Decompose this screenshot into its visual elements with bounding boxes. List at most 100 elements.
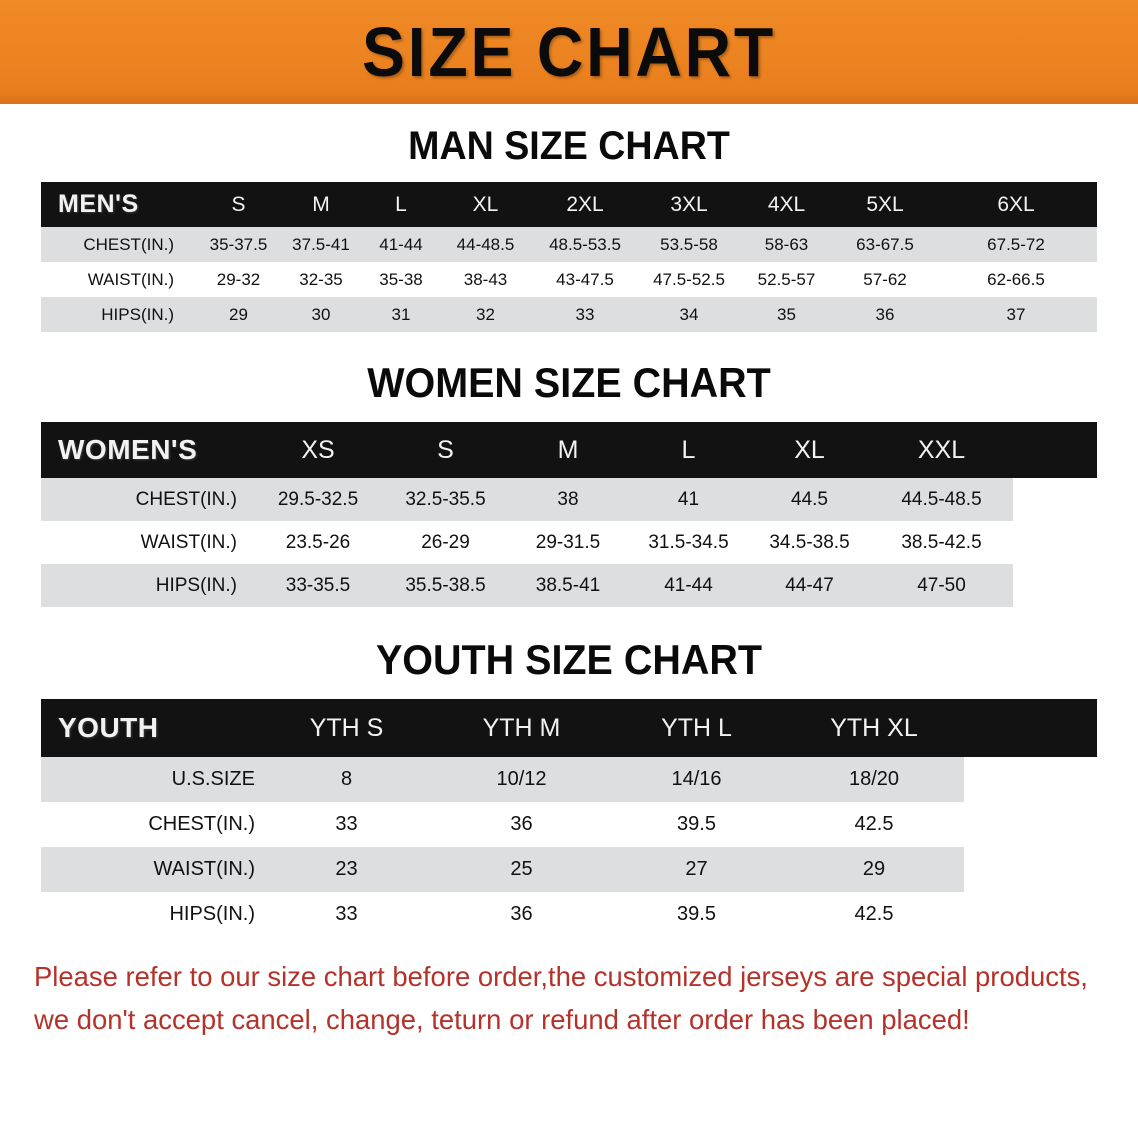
table-cell: 25 <box>434 847 609 892</box>
women-size-col-xl: XL <box>749 422 870 478</box>
youth-size-col-xl: YTH XL <box>784 699 964 757</box>
table-cell: 29 <box>196 297 281 332</box>
table-row: U.S.SIZE 8 10/12 14/16 18/20 <box>41 757 1097 802</box>
table-row: WAIST(IN.) 29-32 32-35 35-38 38-43 43-47… <box>41 262 1097 297</box>
table-cell: 53.5-58 <box>640 227 738 262</box>
table-cell: 38 <box>508 478 628 521</box>
table-cell: 14/16 <box>609 757 784 802</box>
table-row: CHEST(IN.) 33 36 39.5 42.5 <box>41 802 1097 847</box>
page-title: SIZE CHART <box>362 13 776 91</box>
man-row-label-chest: CHEST(IN.) <box>41 227 196 262</box>
table-cell: 32.5-35.5 <box>383 478 508 521</box>
table-cell-spacer <box>1013 478 1097 521</box>
table-cell: 35.5-38.5 <box>383 564 508 607</box>
disclaimer-line-2: we don't accept cancel, change, teturn o… <box>34 1004 970 1036</box>
man-size-col-m: M <box>281 182 361 227</box>
man-size-col-3xl: 3XL <box>640 182 738 227</box>
women-header-label: WOMEN'S <box>41 422 253 478</box>
table-cell: 44.5-48.5 <box>870 478 1013 521</box>
table-cell: 44-48.5 <box>441 227 530 262</box>
table-cell: 10/12 <box>434 757 609 802</box>
table-cell: 29 <box>784 847 964 892</box>
table-cell: 8 <box>259 757 434 802</box>
table-cell-spacer <box>964 757 1097 802</box>
women-header-spacer <box>1013 422 1097 478</box>
youth-size-table-wrapper: YOUTH YTH S YTH M YTH L YTH XL U.S.SIZE … <box>41 699 1138 937</box>
table-cell: 58-63 <box>738 227 835 262</box>
table-cell: 47-50 <box>870 564 1013 607</box>
table-cell: 63-67.5 <box>835 227 935 262</box>
man-size-col-2xl: 2XL <box>530 182 640 227</box>
table-cell: 44.5 <box>749 478 870 521</box>
youth-row-label-hips: HIPS(IN.) <box>41 892 259 937</box>
table-cell: 29-32 <box>196 262 281 297</box>
table-cell: 23.5-26 <box>253 521 383 564</box>
table-cell: 38.5-41 <box>508 564 628 607</box>
table-cell: 29.5-32.5 <box>253 478 383 521</box>
disclaimer-note: Please refer to our size chart before or… <box>34 955 1088 1042</box>
table-cell: 35-37.5 <box>196 227 281 262</box>
women-size-col-xs: XS <box>253 422 383 478</box>
table-cell: 41 <box>628 478 749 521</box>
table-cell: 42.5 <box>784 892 964 937</box>
table-cell: 29-31.5 <box>508 521 628 564</box>
table-cell: 39.5 <box>609 802 784 847</box>
man-size-table-wrapper: MEN'S S M L XL 2XL 3XL 4XL 5XL 6XL CHEST… <box>41 182 1138 332</box>
table-cell: 35-38 <box>361 262 441 297</box>
women-header-row: WOMEN'S XS S M L XL XXL <box>41 422 1097 478</box>
table-cell-spacer <box>964 847 1097 892</box>
youth-header-spacer <box>964 699 1097 757</box>
table-cell: 36 <box>434 802 609 847</box>
man-size-col-s: S <box>196 182 281 227</box>
table-cell: 33 <box>259 892 434 937</box>
women-row-label-waist: WAIST(IN.) <box>41 521 253 564</box>
table-row: HIPS(IN.) 33 36 39.5 42.5 <box>41 892 1097 937</box>
women-section-title: WOMEN SIZE CHART <box>367 359 771 406</box>
women-size-col-m: M <box>508 422 628 478</box>
table-cell: 44-47 <box>749 564 870 607</box>
youth-header-row: YOUTH YTH S YTH M YTH L YTH XL <box>41 699 1097 757</box>
table-cell: 33 <box>530 297 640 332</box>
table-cell: 47.5-52.5 <box>640 262 738 297</box>
table-cell: 31 <box>361 297 441 332</box>
table-cell: 43-47.5 <box>530 262 640 297</box>
women-size-col-s: S <box>383 422 508 478</box>
youth-size-col-s: YTH S <box>259 699 434 757</box>
table-cell: 41-44 <box>361 227 441 262</box>
table-cell: 26-29 <box>383 521 508 564</box>
table-row: WAIST(IN.) 23 25 27 29 <box>41 847 1097 892</box>
youth-row-label-waist: WAIST(IN.) <box>41 847 259 892</box>
youth-row-label-chest: CHEST(IN.) <box>41 802 259 847</box>
table-cell: 27 <box>609 847 784 892</box>
man-size-col-4xl: 4XL <box>738 182 835 227</box>
table-cell: 18/20 <box>784 757 964 802</box>
man-size-col-xl: XL <box>441 182 530 227</box>
table-row: CHEST(IN.) 29.5-32.5 32.5-35.5 38 41 44.… <box>41 478 1097 521</box>
table-cell: 42.5 <box>784 802 964 847</box>
table-cell: 38.5-42.5 <box>870 521 1013 564</box>
women-size-table: WOMEN'S XS S M L XL XXL CHEST(IN.) 29.5-… <box>41 422 1097 607</box>
table-cell: 52.5-57 <box>738 262 835 297</box>
youth-row-label-ussize: U.S.SIZE <box>41 757 259 802</box>
man-row-label-hips: HIPS(IN.) <box>41 297 196 332</box>
youth-size-table: YOUTH YTH S YTH M YTH L YTH XL U.S.SIZE … <box>41 699 1097 937</box>
table-cell: 67.5-72 <box>935 227 1097 262</box>
table-cell: 34.5-38.5 <box>749 521 870 564</box>
table-cell: 57-62 <box>835 262 935 297</box>
youth-size-col-l: YTH L <box>609 699 784 757</box>
table-row: HIPS(IN.) 29 30 31 32 33 34 35 36 37 <box>41 297 1097 332</box>
table-cell: 62-66.5 <box>935 262 1097 297</box>
table-cell-spacer <box>964 802 1097 847</box>
youth-size-col-m: YTH M <box>434 699 609 757</box>
table-cell: 31.5-34.5 <box>628 521 749 564</box>
table-cell: 36 <box>434 892 609 937</box>
table-cell-spacer <box>964 892 1097 937</box>
table-cell: 35 <box>738 297 835 332</box>
table-cell: 33 <box>259 802 434 847</box>
table-cell: 38-43 <box>441 262 530 297</box>
page-banner: SIZE CHART <box>0 0 1138 104</box>
table-cell: 32 <box>441 297 530 332</box>
table-cell-spacer <box>1013 564 1097 607</box>
man-size-col-l: L <box>361 182 441 227</box>
table-cell: 33-35.5 <box>253 564 383 607</box>
